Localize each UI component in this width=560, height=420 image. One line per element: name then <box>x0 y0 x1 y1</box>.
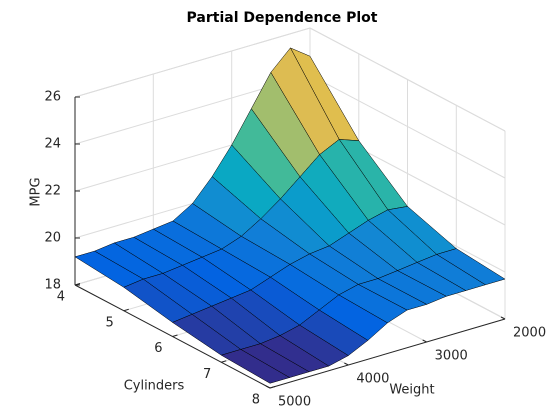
z-tick-label: 26 <box>44 90 61 105</box>
y-tick-label: 7 <box>203 367 211 382</box>
x-axis-label: Weight <box>389 383 434 398</box>
z-tick-label: 22 <box>44 184 61 199</box>
x-tick-label: 2000 <box>513 326 546 341</box>
y-tick <box>269 386 276 389</box>
x-tick-label: 4000 <box>356 372 389 387</box>
y-tick <box>172 334 178 337</box>
z-tick-label: 18 <box>44 278 61 293</box>
y-tick <box>221 360 227 363</box>
x-tick <box>500 316 506 320</box>
z-axis-label: MPG <box>29 177 44 206</box>
z-tick-label: 24 <box>44 137 61 152</box>
x-axis-line <box>269 318 506 389</box>
z-tick-label: 20 <box>44 231 61 246</box>
x-tick-label: 5000 <box>278 395 311 410</box>
y-tick <box>74 283 81 286</box>
x-tick <box>422 339 427 343</box>
chart-title: Partial Dependence Plot <box>187 10 378 26</box>
y-tick-label: 4 <box>57 290 65 305</box>
x-tick-label: 3000 <box>435 349 468 364</box>
y-tick-label: 5 <box>105 315 113 330</box>
x-tick <box>265 385 271 389</box>
y-tick-label: 6 <box>154 341 162 356</box>
surface-patch <box>221 349 290 384</box>
y-axis-label: Cylinders <box>124 379 185 394</box>
y-tick-label: 8 <box>252 393 260 408</box>
y-tick <box>123 308 129 312</box>
x-tick <box>344 362 349 366</box>
